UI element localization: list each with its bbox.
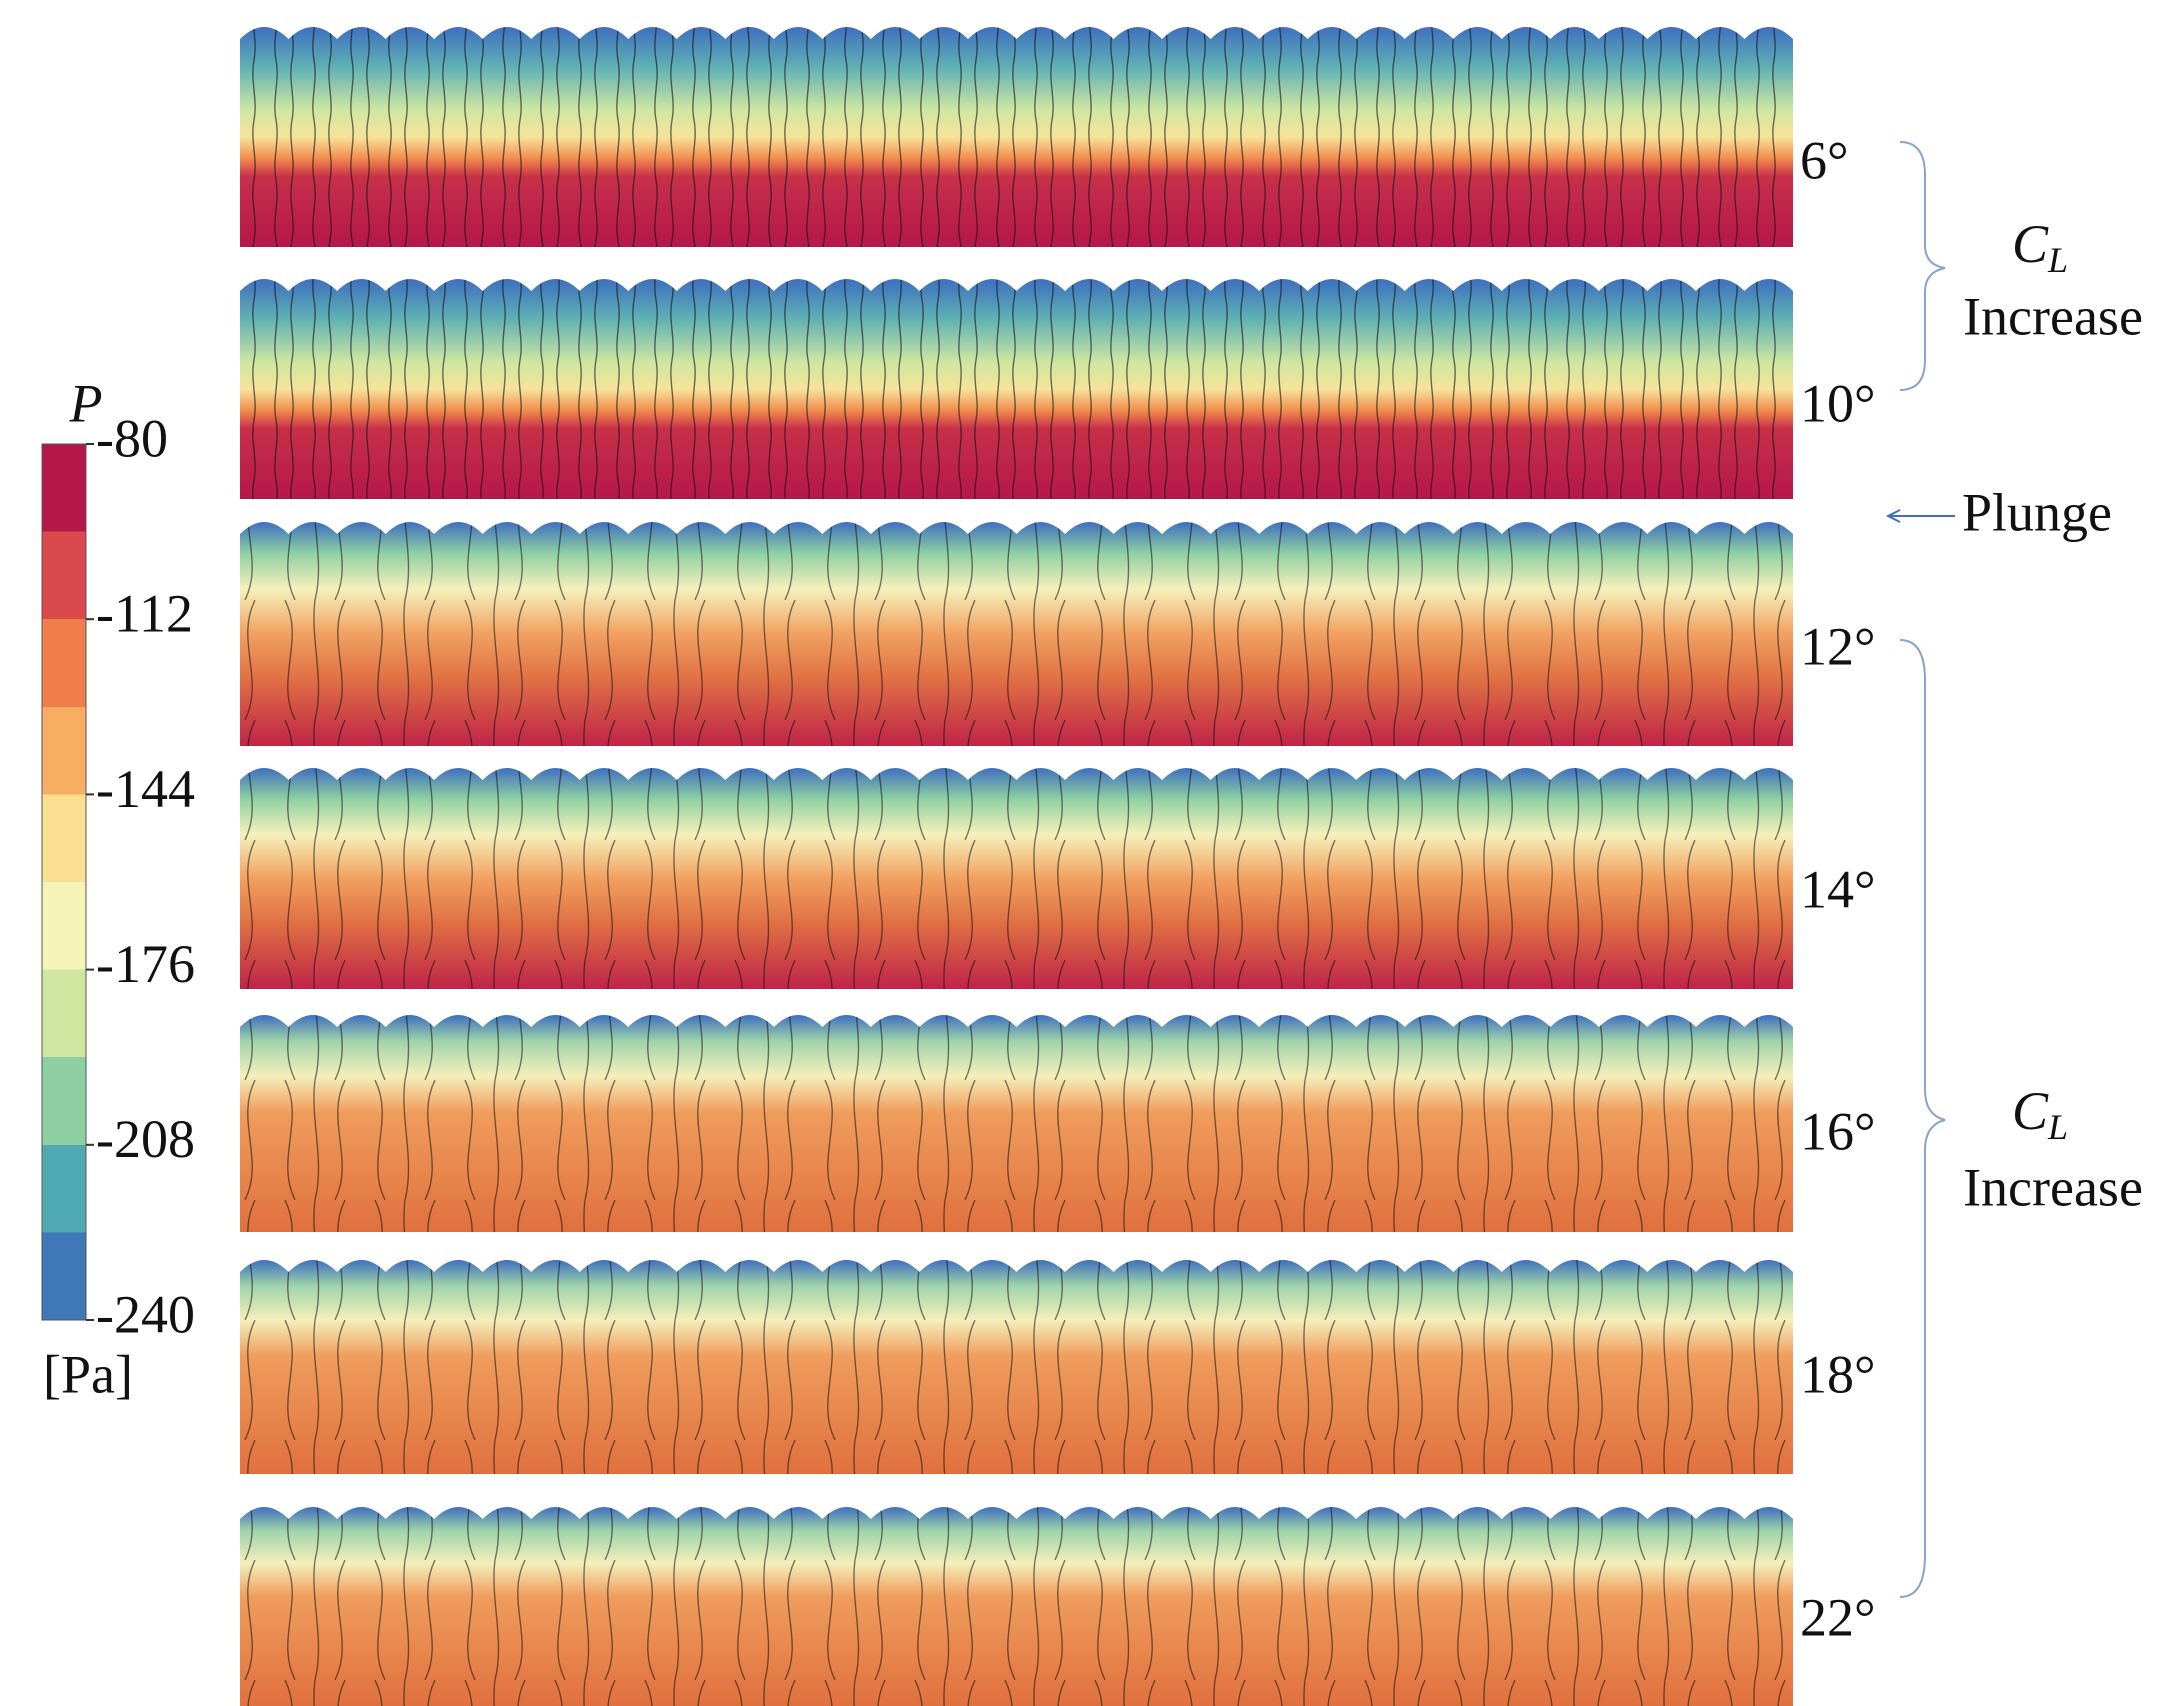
tick-label: -208 [96,1109,195,1169]
brace [1900,142,1945,390]
brace [1900,640,1945,1597]
streamlines [240,522,1793,746]
symbol: C [2012,214,2049,274]
streamlines [240,279,1793,499]
tick-label: -80 [96,408,168,468]
angle-label: 22° [1800,1587,1876,1647]
angle-label: 10° [1800,373,1876,433]
subscript: L [2047,240,2068,280]
tick-label: -144 [96,759,195,819]
panel: 12° [240,522,1876,746]
figure: P [Pa] -80-112-144-176-208-240 6°10°12°1… [0,0,2175,1706]
streamlines [240,1015,1793,1232]
panel: 18° [240,1260,1876,1474]
angle-label: 18° [1800,1344,1876,1404]
cl-label: Increase [1963,1157,2143,1217]
cl-symbol: CL [2012,214,2068,280]
panel: 10° [240,279,1876,499]
colorbar [42,444,86,1320]
plunge-label: Plunge [1962,482,2112,542]
angle-label: 6° [1800,130,1849,190]
panel: 16° [240,1015,1876,1232]
colorbar-unit: [Pa] [43,1344,133,1404]
angle-label: 16° [1800,1101,1876,1161]
angle-label: 14° [1800,859,1876,919]
panel: 22° [240,1507,1876,1706]
panel: 6° [240,27,1849,247]
subscript: L [2047,1107,2068,1147]
arrow [1888,510,1955,522]
streamlines [240,768,1793,989]
symbol: C [2012,1081,2049,1141]
page: Pressure field panels html, body { margi… [0,0,2175,1706]
body: {"colorbar": {"symbol": "P", "ticks": ["… [0,0,2175,1706]
panels: 6° 10° 12° 14° 16° 18° 22° [240,27,1876,1706]
streamlines [240,27,1793,247]
angle-label: 12° [1800,616,1876,676]
tick-label: -176 [96,934,195,994]
cl-symbol: CL [2012,1081,2068,1147]
cl-label: Increase [1963,286,2143,346]
tick-label: -112 [96,584,193,644]
streamlines [240,1260,1793,1474]
tick-label: -240 [96,1284,195,1344]
annotations: CL Increase Plunge CL Increase [1888,142,2143,1597]
colorbar-ticks: -80 -112 -144 -176 -208 -240 [86,408,195,1344]
streamlines [240,1507,1793,1706]
panel: 14° [240,768,1876,989]
